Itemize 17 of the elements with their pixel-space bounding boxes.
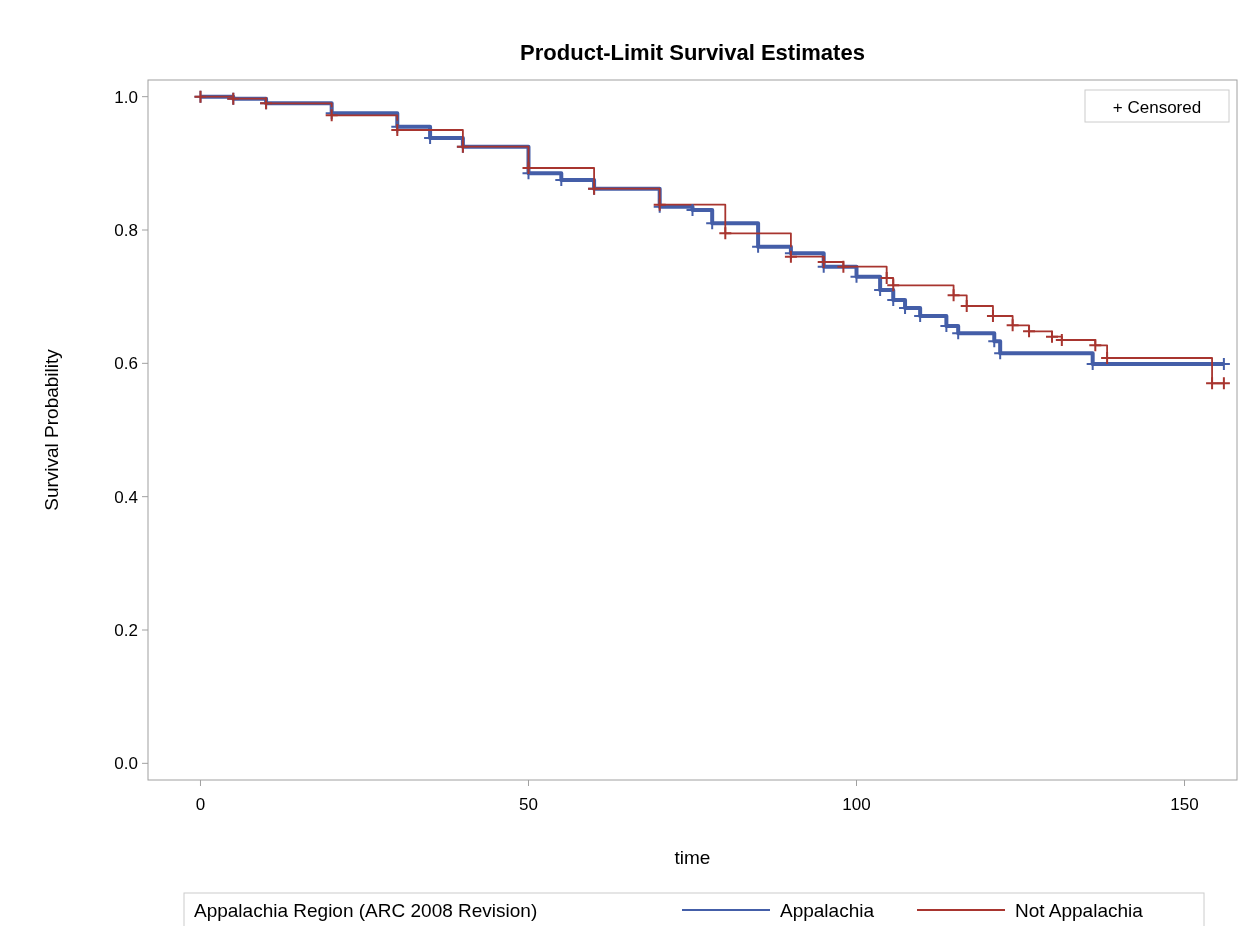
- y-tick-label: 0.6: [114, 354, 138, 374]
- x-tick-label: 50: [519, 795, 538, 814]
- y-axis-title: Survival Probability: [41, 348, 62, 511]
- y-tick-label: 0.0: [114, 754, 138, 774]
- y-tick-label: 0.8: [114, 221, 138, 240]
- y-tick-label: 0.4: [114, 487, 138, 507]
- x-tick-label: 100: [842, 795, 871, 814]
- annotation: + Censored: [1112, 98, 1202, 117]
- legend-label: Appalachia: [780, 900, 875, 921]
- legend-label: Not Appalachia: [1015, 900, 1144, 921]
- x-tick-label: 0: [195, 795, 206, 814]
- x-tick-label: 150: [1170, 795, 1199, 814]
- x-axis-title: time: [674, 847, 711, 868]
- y-tick-label: 0.2: [114, 621, 138, 640]
- chart-title: Product-Limit Survival Estimates: [520, 40, 865, 65]
- y-tick-label: 1.0: [114, 87, 138, 107]
- legend-title: Appalachia Region (ARC 2008 Revision): [194, 900, 538, 921]
